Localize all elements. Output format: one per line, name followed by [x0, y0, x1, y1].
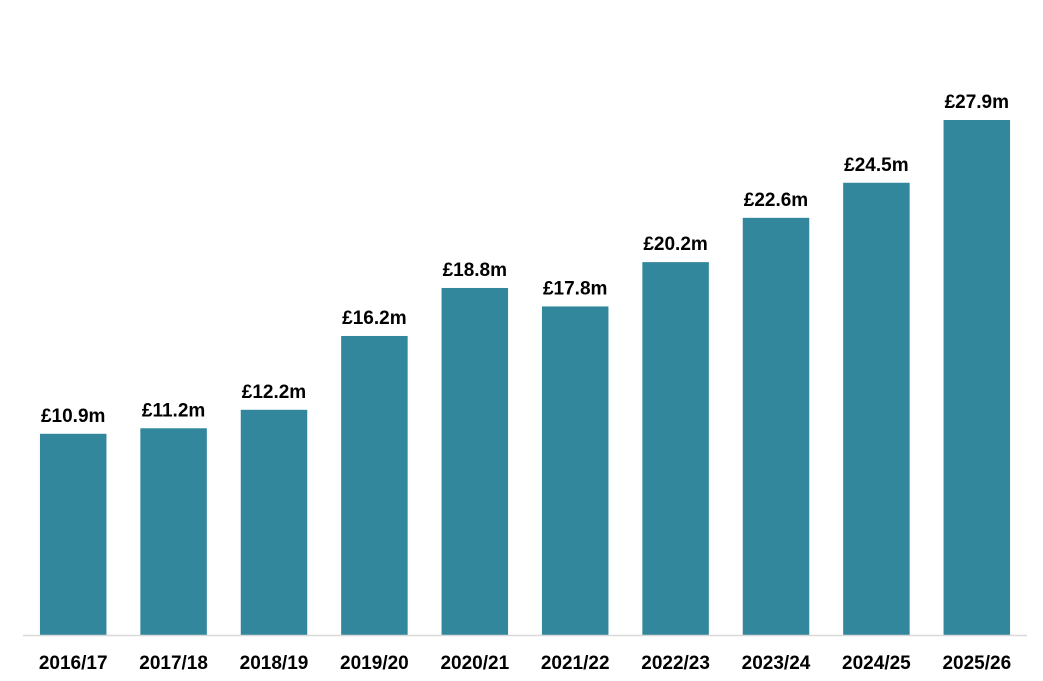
x-tick-label-2025-26: 2025/26 — [942, 653, 1011, 674]
data-label-2019-20: £16.2m — [342, 308, 406, 329]
x-tick-label-2019-20: 2019/20 — [340, 653, 409, 674]
x-tick-labels-group: 2016/17 2017/18 2018/19 2019/20 2020/21 2021/… — [39, 653, 1011, 674]
data-label-2018-19: £12.2m — [242, 382, 306, 403]
data-label-2023-24: £22.6m — [744, 190, 808, 211]
bar-2016-17 — [39, 433, 107, 635]
data-label-2021-22: £17.8m — [543, 278, 607, 299]
data-label-2025-26: £27.9m — [945, 92, 1009, 113]
bar-2020-21 — [441, 287, 509, 635]
bar-2019-20 — [341, 335, 408, 635]
data-label-2024-25: £24.5m — [844, 155, 908, 176]
x-tick-label-2020-21: 2020/21 — [440, 653, 509, 674]
x-tick-label-2024-25: 2024/25 — [842, 653, 911, 674]
bars-group — [39, 120, 1011, 635]
bar-2021-22 — [541, 306, 609, 635]
x-tick-label-2017-18: 2017/18 — [139, 653, 208, 674]
bar-2022-23 — [642, 262, 709, 635]
data-label-2022-23: £20.2m — [643, 234, 707, 255]
x-tick-label-2016-17: 2016/17 — [39, 653, 108, 674]
x-tick-label-2021-22: 2021/22 — [541, 653, 610, 674]
bar-2024-25 — [843, 182, 910, 635]
bar-2017-18 — [140, 428, 207, 635]
x-tick-label-2022-23: 2022/23 — [641, 653, 710, 674]
bar-2023-24 — [742, 217, 810, 635]
data-label-2017-18: £11.2m — [142, 400, 205, 421]
data-label-2016-17: £10.9m — [41, 406, 105, 427]
x-tick-label-2018-19: 2018/19 — [240, 653, 309, 674]
bar-labels-group: £10.9m £11.2m £12.2m £16.2m £18.8m £17.8m £20.… — [41, 92, 1009, 427]
bar-2025-26 — [943, 120, 1011, 635]
x-tick-label-2023-24: 2023/24 — [742, 653, 811, 674]
data-label-2020-21: £18.8m — [443, 260, 507, 281]
bar-2018-19 — [240, 409, 308, 635]
